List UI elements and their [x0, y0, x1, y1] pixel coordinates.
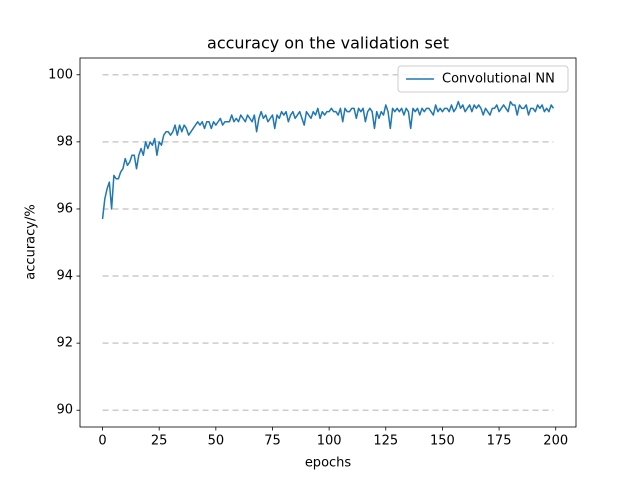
y-tick-label: 98	[56, 134, 73, 149]
y-tick-label: 94	[56, 269, 73, 284]
data-line	[101, 100, 555, 220]
x-tick-label: 0	[98, 434, 106, 449]
x-tick-label: 50	[208, 434, 225, 449]
x-tick-label: 75	[264, 434, 281, 449]
x-tick-label: 25	[151, 434, 168, 449]
x-tick-label: 125	[373, 434, 398, 449]
legend-box	[397, 65, 569, 93]
x-tick-label: 100	[317, 434, 342, 449]
x-axis-label: epochs	[305, 456, 352, 471]
y-tick-label: 90	[56, 403, 73, 418]
legend-label: Convolutional NN	[442, 72, 555, 87]
chart-title: accuracy on the validation set	[207, 34, 449, 53]
y-tick-label: 100	[48, 67, 73, 82]
axes-frame	[79, 57, 577, 428]
x-tick-label: 150	[430, 434, 455, 449]
y-axis-label: accuracy/%	[24, 204, 39, 279]
x-tick-label: 200	[543, 434, 568, 449]
y-tick-label: 96	[56, 201, 73, 216]
y-tick-label: 92	[56, 336, 73, 351]
x-tick-label: 175	[487, 434, 512, 449]
